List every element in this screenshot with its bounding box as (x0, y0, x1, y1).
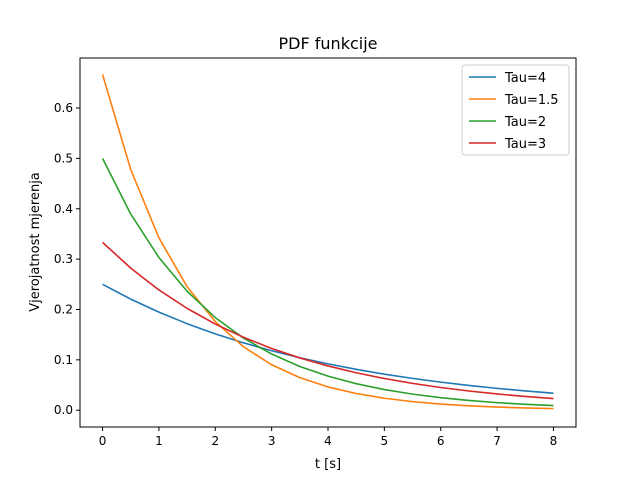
legend: Tau=4 Tau=1.5 Tau=2 Tau=3 (461, 64, 570, 156)
series-line-2 (101, 74, 554, 410)
y-axis: 0.0 0.1 0.2 0.3 0.4 0.5 0.6 (54, 101, 80, 417)
y-tick-label: 0.1 (54, 353, 73, 367)
x-tick-label: 7 (493, 434, 501, 448)
legend-label: Tau=3 (504, 137, 546, 152)
x-axis-label: t [s] (315, 457, 341, 472)
series-line-1 (102, 283, 554, 394)
y-tick-label: 0.3 (54, 252, 73, 266)
series-line-4 (102, 241, 554, 400)
x-axis: 0 1 2 3 4 5 6 7 8 (99, 427, 558, 448)
legend-box (461, 64, 570, 156)
y-axis-label: Vjerojatnost mjerenja (28, 172, 43, 312)
x-tick-label: 2 (211, 434, 219, 448)
legend-label: Tau=2 (504, 115, 546, 130)
y-tick-label: 0.0 (54, 403, 73, 417)
x-tick-label: 5 (381, 434, 389, 448)
legend-label: Tau=4 (504, 71, 546, 86)
y-tick-label: 0.5 (54, 151, 73, 165)
x-tick-label: 0 (99, 434, 107, 448)
x-tick-label: 3 (268, 434, 276, 448)
axes-frame (79, 57, 577, 428)
x-tick-label: 1 (155, 434, 163, 448)
x-tick-label: 4 (324, 434, 332, 448)
plot-area (101, 74, 554, 410)
x-tick-label: 8 (550, 434, 558, 448)
x-tick-label: 6 (437, 434, 445, 448)
y-tick-label: 0.2 (54, 302, 73, 316)
legend-label: Tau=1.5 (504, 93, 559, 108)
series-line-3 (101, 158, 554, 407)
chart-title: PDF funkcije (279, 34, 378, 53)
y-tick-label: 0.4 (54, 202, 73, 216)
y-tick-label: 0.6 (54, 101, 73, 115)
